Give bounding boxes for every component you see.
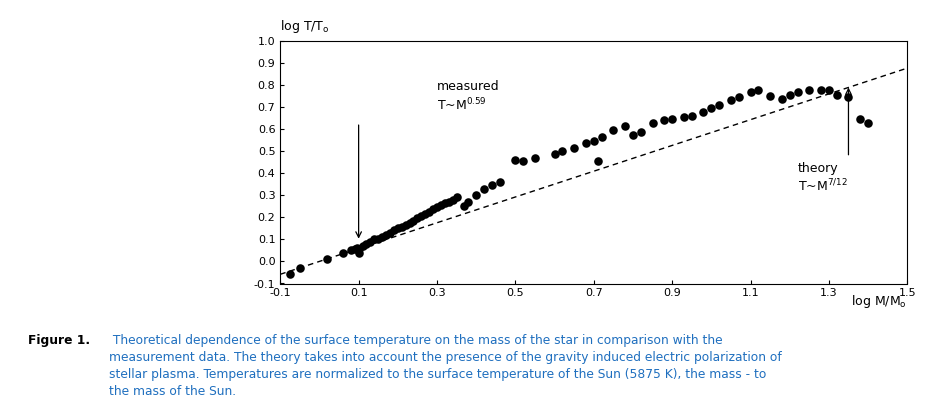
Point [774,96,789,102]
Point [566,145,581,151]
Point [352,249,367,256]
Point [282,270,297,277]
Point [829,92,845,98]
Point [527,154,542,161]
Point [476,185,492,192]
Point [426,206,441,213]
Point [319,256,334,262]
Point [418,211,433,217]
Point [437,200,452,206]
Point [516,158,531,164]
Point [586,138,601,144]
Point [398,222,413,228]
Point [484,182,500,188]
Point [763,92,778,99]
Point [374,234,390,240]
Point [790,89,806,96]
Point [409,215,425,222]
Point [461,198,476,205]
Point [813,87,828,94]
Point [684,112,699,119]
Point [367,236,382,243]
Point [579,140,594,147]
Point [606,127,621,133]
Point [821,87,837,94]
Point [352,246,367,252]
Point [547,151,562,158]
Point [390,225,406,232]
Point [634,129,649,135]
Point [293,265,308,271]
Point [363,238,378,245]
Point [704,104,719,111]
Point [695,109,711,115]
Point [414,213,429,220]
Point [853,116,868,122]
Point [347,246,362,252]
Point [594,133,609,140]
Point [378,232,393,238]
Point [394,224,409,230]
Point [492,179,507,185]
Point [370,236,386,243]
Point [441,198,456,205]
Point [445,196,461,203]
Point [349,245,364,252]
Text: log M/M$_\mathregular{o}$: log M/M$_\mathregular{o}$ [851,293,907,310]
Point [468,192,484,198]
Point [712,101,727,108]
Point [406,217,421,224]
Point [355,243,370,249]
Point [387,227,402,234]
Point [750,87,766,94]
Point [665,116,680,122]
Point [429,204,445,211]
Point [618,122,633,129]
Point [861,120,876,127]
Text: Figure 1.: Figure 1. [28,334,90,347]
Point [422,209,437,215]
Text: T~M$^{7/12}$: T~M$^{7/12}$ [798,178,847,194]
Point [841,94,856,100]
Point [645,120,660,127]
Text: log T/T$_\mathregular{o}$: log T/T$_\mathregular{o}$ [280,18,330,35]
Point [590,158,605,164]
Point [507,157,522,163]
Point [359,241,374,247]
Point [433,202,448,208]
Point [656,117,672,123]
Point [732,94,747,100]
Point [625,132,640,139]
Point [782,92,797,98]
Text: T~M$^{0.59}$: T~M$^{0.59}$ [437,96,486,113]
Text: measured: measured [437,80,500,94]
Point [382,230,398,236]
Text: Theoretical dependence of the surface temperature on the mass of the star in com: Theoretical dependence of the surface te… [109,334,782,398]
Text: theory: theory [798,162,838,175]
Point [555,148,570,154]
Point [449,194,465,200]
Point [457,203,472,209]
Point [723,97,738,103]
Point [802,87,817,94]
Point [676,113,692,120]
Point [402,220,417,226]
Point [343,247,358,254]
Point [743,89,758,96]
Point [335,249,351,256]
